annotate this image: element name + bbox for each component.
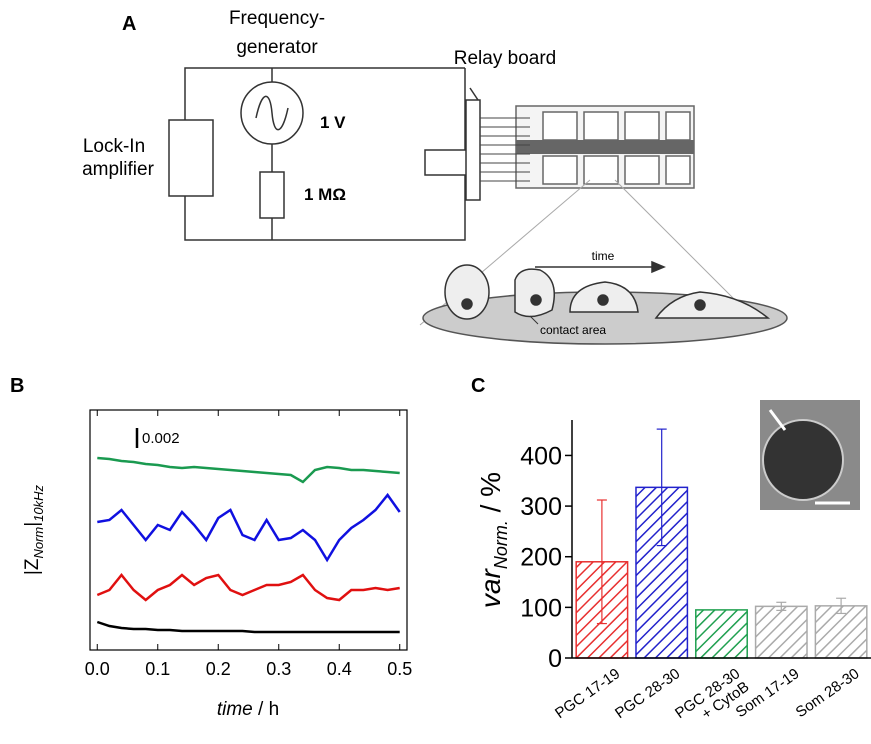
pointer <box>529 315 539 325</box>
well <box>665 155 691 185</box>
panel-label: A <box>122 13 136 35</box>
label: Frequency- <box>229 8 325 29</box>
label: 1 V <box>320 113 346 132</box>
inset-photo <box>760 400 860 510</box>
x-tick-label: 0.4 <box>327 659 352 679</box>
label-part: | <box>22 522 43 527</box>
nucleus <box>530 294 542 306</box>
label-part: |Z <box>22 558 43 575</box>
cell <box>654 291 771 319</box>
x-tick-label: 0.1 <box>145 659 170 679</box>
wire <box>184 67 466 241</box>
label-part: var <box>475 567 506 608</box>
y-axis-label: |ZNorm|10kHz <box>22 484 46 575</box>
label: amplifier <box>82 159 154 180</box>
y-tick-label: 200 <box>520 544 562 572</box>
nucleus <box>597 294 609 306</box>
well <box>665 111 691 141</box>
well <box>624 155 660 185</box>
label: contact area <box>540 323 606 337</box>
label-part: 10kHz <box>31 484 46 521</box>
x-tick-label: 0.3 <box>266 659 291 679</box>
line-series <box>97 492 401 563</box>
cell <box>444 264 490 320</box>
line-series <box>97 456 400 484</box>
bar <box>754 605 808 659</box>
line-series <box>96 573 400 602</box>
pointer <box>469 87 479 101</box>
plot-frame <box>89 409 408 651</box>
label-part: / % <box>475 472 506 520</box>
well <box>624 111 660 141</box>
circuit-diagram <box>168 67 788 345</box>
line-series <box>96 620 400 634</box>
arrowhead <box>651 260 666 274</box>
well <box>583 111 619 141</box>
label-part: time <box>217 699 253 720</box>
bar <box>695 609 748 659</box>
nucleus <box>461 298 473 310</box>
cell-image <box>762 419 844 501</box>
label: time <box>592 249 615 263</box>
nucleus <box>694 299 706 311</box>
cell <box>514 268 555 318</box>
relay-board <box>465 99 481 201</box>
panel-label: B <box>10 375 24 397</box>
scale-bar-label: 0.002 <box>142 430 180 447</box>
resistor-symbol <box>259 171 285 219</box>
well <box>542 155 578 185</box>
sine-symbol <box>255 95 289 131</box>
y-tick-label: 400 <box>520 442 562 470</box>
arrow <box>768 409 787 431</box>
label: 1 MΩ <box>304 185 346 204</box>
label: Lock-In <box>83 136 145 157</box>
well <box>542 111 578 141</box>
wire <box>424 100 466 205</box>
y-tick-label: 300 <box>520 493 562 521</box>
label: generator <box>236 37 318 58</box>
label-part: / h <box>253 699 279 720</box>
panel-label: C <box>471 375 485 397</box>
label: Relay board <box>454 48 556 69</box>
x-tick-label: 0.5 <box>387 659 412 679</box>
electrode-band <box>516 140 694 154</box>
y-axis-label: varNorm. / % <box>475 472 511 608</box>
x-tick-label: 0.2 <box>206 659 231 679</box>
label-part: Norm. <box>491 520 511 569</box>
label-part: Norm <box>31 527 46 559</box>
well <box>583 155 619 185</box>
amplifier-box <box>168 119 214 197</box>
y-tick-label: 100 <box>520 594 562 622</box>
y-tick-label: 0 <box>548 645 562 673</box>
x-tick-label: 0.0 <box>85 659 110 679</box>
x-axis-label: time / h <box>217 699 279 720</box>
